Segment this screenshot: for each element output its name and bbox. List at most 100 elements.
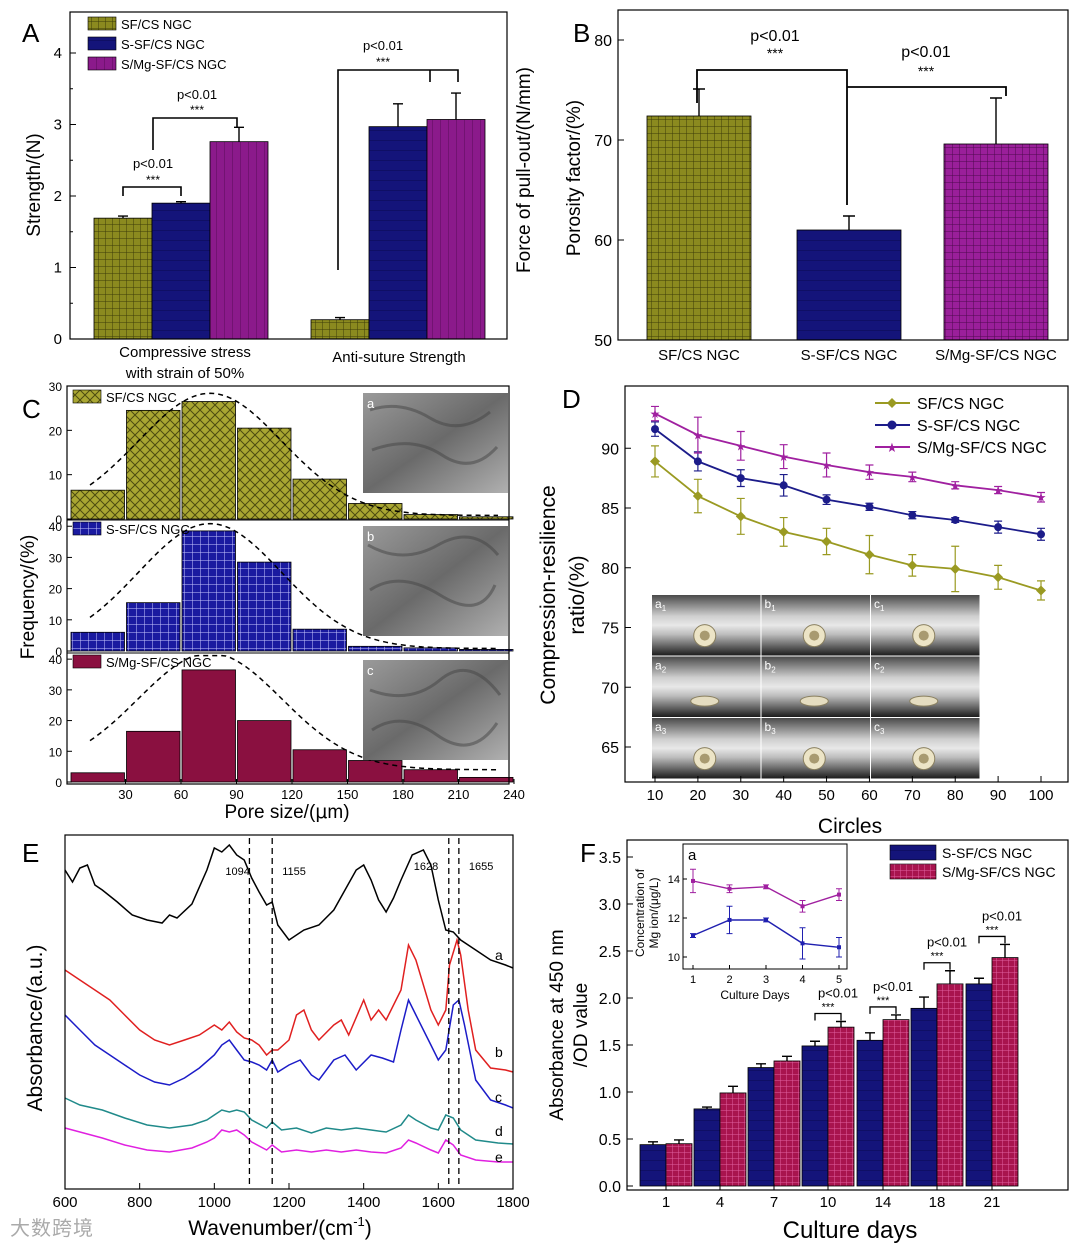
- data-point: [821, 536, 832, 547]
- curve-label: e: [495, 1149, 503, 1165]
- y-tick-label: 80: [594, 33, 612, 50]
- x-tick-label: 1800: [496, 1194, 529, 1211]
- sig-p: p<0.01: [901, 44, 950, 61]
- sig-p: p<0.01: [363, 38, 403, 53]
- y-tick-label: 90: [601, 441, 619, 458]
- tube-lumen: [918, 630, 929, 641]
- x-tick-label: 18: [929, 1194, 946, 1211]
- y-tick-label: 0: [55, 776, 62, 790]
- x-tick-label: 240: [503, 787, 525, 802]
- curve-label: a: [495, 947, 503, 963]
- error-bar: [651, 405, 659, 422]
- sig-p: p<0.01: [873, 979, 913, 994]
- error-bar: [234, 126, 244, 142]
- panel-a-sig-1: p<0.01 ***: [122, 156, 182, 196]
- panel-c-xlabel: Pore size/(μm): [224, 801, 349, 823]
- legend-label-sf: SF/CS NGC: [917, 396, 1004, 413]
- histogram-bar: [181, 401, 236, 520]
- histogram-bar: [237, 561, 292, 652]
- error-bar: [891, 1014, 901, 1020]
- compression-photos: a1 b1 c1 a2 b2 c2 a3 b3 c3: [652, 595, 980, 779]
- inset-x-tick-label: 4: [799, 974, 805, 986]
- panel-b-plot: SF/CS NGC S-SF/CS NGC S/Mg-SF/CS NGC 50 60 70…: [594, 33, 1057, 364]
- bar-1: [646, 115, 752, 341]
- ftir-curve-d: [64, 1097, 514, 1145]
- sig-stars: ***: [767, 45, 784, 61]
- inset-data-point: [764, 917, 768, 922]
- sig-p: p<0.01: [177, 87, 217, 102]
- x-tick-label: 600: [52, 1194, 77, 1211]
- data-point: [650, 456, 660, 467]
- y-tick-label: 80: [601, 561, 619, 578]
- y-tick-label: 3: [54, 117, 62, 134]
- y-tick-label: 0: [55, 645, 62, 659]
- inset-data-point: [837, 945, 841, 950]
- inset-y-tick-label: 14: [668, 874, 680, 886]
- ftir-curve-e: [64, 1127, 513, 1163]
- bar-2-day-14: [882, 1019, 910, 1187]
- panel-d-frame: [624, 385, 1069, 783]
- photo-label: a3: [655, 720, 667, 736]
- error-bar: [728, 1085, 738, 1093]
- bar-3-group-2: [426, 119, 486, 340]
- significance-bracket: [978, 935, 1006, 944]
- y-tick-label: 50: [594, 333, 612, 350]
- sig-stars: ***: [986, 924, 1000, 936]
- data-point: ★: [950, 479, 961, 493]
- sem-label-c: c: [367, 663, 374, 678]
- panel-d-plot: ★ ★ ★ ★ ★ ★ ★ ★ ★ ★ 10 20 30 40 50 60 70 80 90 100 65 70 75 80 8…: [601, 405, 1054, 804]
- significance-bracket: [923, 962, 951, 970]
- x-tick-label: 120: [281, 787, 303, 802]
- panel-b-letter: B: [573, 18, 590, 48]
- panel-e-ylabel: Absorbance/(a.u.): [24, 945, 47, 1112]
- legend-swatch-sf: [87, 16, 117, 31]
- panel-f: F Absorbance at 450 nm /OD value 1 4 7 10 14…: [547, 838, 1069, 1244]
- x-tick-label: S-SF/CS NGC: [801, 347, 898, 364]
- histogram-bar: [459, 516, 514, 520]
- inset-data-point: [691, 878, 695, 883]
- data-point: ★: [778, 450, 789, 464]
- x-tick-label: S/Mg-SF/CS NGC: [935, 347, 1057, 364]
- inset-frame: [682, 843, 848, 970]
- x-tick-label: 150: [337, 787, 359, 802]
- sem-label-b: b: [367, 529, 374, 544]
- tube-sample: [690, 695, 720, 707]
- histogram-bar: [459, 649, 514, 652]
- x-tick-label: 7: [770, 1194, 778, 1211]
- y-tick-label: 2.5: [599, 944, 621, 961]
- inset-data-point: [800, 904, 805, 909]
- histogram-bar: [459, 776, 514, 783]
- tube-lumen: [699, 753, 710, 764]
- bar-1-day-1: [639, 1144, 667, 1187]
- y-tick-label: 10: [49, 469, 63, 483]
- series-line: [654, 428, 1042, 536]
- histogram-bar: [348, 503, 403, 520]
- sig-p: p<0.01: [927, 935, 967, 950]
- sem-image-a: [363, 393, 508, 493]
- panel-f-frame: [626, 839, 1069, 1191]
- x-tick-label: 60: [861, 787, 878, 804]
- series-line: [654, 412, 1042, 499]
- bar-2: [796, 229, 902, 341]
- histogram-bar: [348, 645, 403, 652]
- histogram-bar: [292, 628, 347, 652]
- x-tick-label: 4: [716, 1194, 724, 1211]
- panel-f-letter: F: [580, 838, 596, 868]
- y-tick-label: 2.0: [599, 991, 621, 1008]
- x-tick-label: 1: [662, 1194, 670, 1211]
- photo-label: c1: [874, 597, 885, 613]
- error-bar: [702, 1106, 712, 1109]
- panel-e-plot: a b c de 1094 1155 1628 1655 600 800 1000 1200 1400 1…: [52, 838, 530, 1211]
- panel-f-xlabel: Culture days: [783, 1217, 918, 1244]
- ftir-curve-b: [64, 937, 514, 1073]
- panel-a-group1-label-line2: with strain of 50%: [125, 365, 244, 382]
- panel-f-plot: 1 4 7 10 14 18 210.00.51.01.52.02.53.03.5***p<…: [599, 850, 1022, 1211]
- x-tick-label: 60: [174, 787, 188, 802]
- sig-stars: ***: [822, 1002, 836, 1014]
- panel-a-letter: A: [22, 18, 40, 48]
- y-tick-label: 0: [54, 331, 62, 348]
- error-bar: [1000, 943, 1010, 958]
- curve-label: d: [495, 1123, 503, 1139]
- photo-label: b2: [765, 659, 777, 675]
